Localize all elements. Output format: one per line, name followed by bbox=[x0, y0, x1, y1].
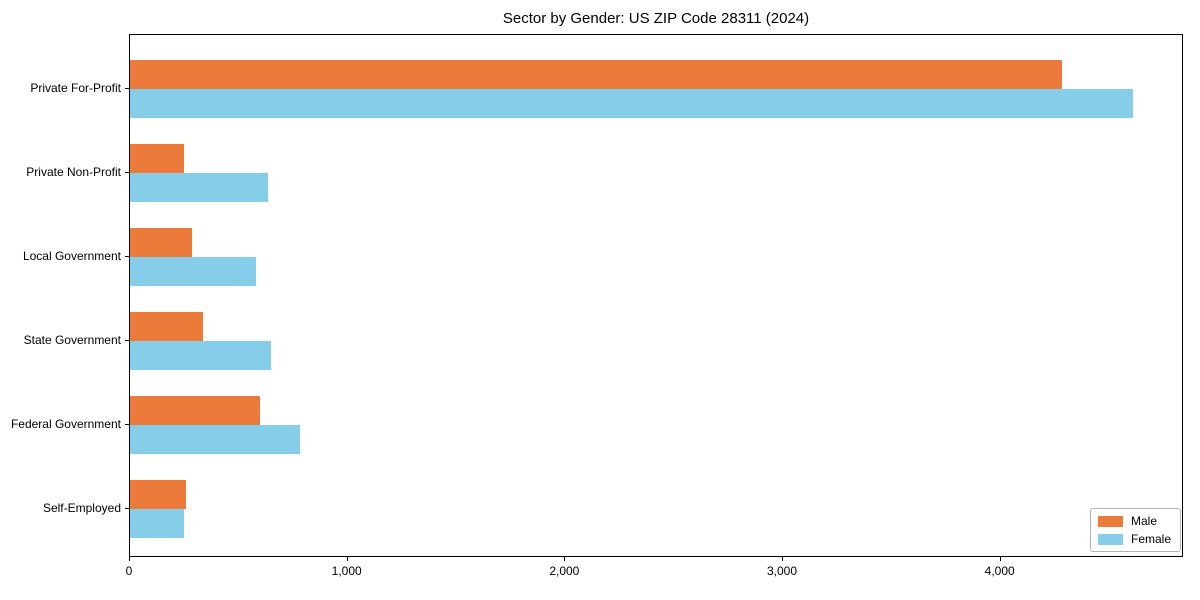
x-tick-mark bbox=[999, 557, 1001, 561]
bar-female bbox=[130, 425, 301, 454]
x-tick-label: 0 bbox=[125, 564, 133, 578]
chart-title: Sector by Gender: US ZIP Code 28311 (202… bbox=[502, 10, 810, 27]
y-tick-label: Local Government bbox=[22, 249, 121, 263]
bar-female bbox=[130, 257, 256, 286]
x-tick-label: 3,000 bbox=[766, 564, 798, 578]
bar-female bbox=[130, 89, 1134, 118]
bar-male bbox=[130, 60, 1062, 89]
bar-male bbox=[130, 480, 186, 509]
bar-male bbox=[130, 396, 260, 425]
x-tick-mark bbox=[564, 557, 566, 561]
bar-male bbox=[130, 312, 203, 341]
x-tick-label: 4,000 bbox=[984, 564, 1015, 578]
bar-male bbox=[130, 144, 184, 173]
bar-female bbox=[130, 173, 268, 202]
x-tick-mark bbox=[346, 557, 348, 561]
legend-swatch bbox=[1098, 515, 1123, 527]
plot-area bbox=[129, 34, 1183, 557]
legend-entry: Female bbox=[1098, 532, 1171, 546]
x-tick-mark bbox=[129, 557, 130, 561]
y-tick-label: State Government bbox=[23, 333, 121, 347]
y-tick-mark bbox=[125, 172, 129, 173]
legend-label: Male bbox=[1131, 514, 1158, 528]
x-tick-mark bbox=[782, 557, 783, 561]
legend-swatch bbox=[1098, 533, 1123, 545]
y-tick-mark bbox=[125, 88, 129, 89]
legend-label: Female bbox=[1131, 532, 1172, 546]
bar-female bbox=[130, 341, 272, 370]
y-tick-label: Private For-Profit bbox=[30, 81, 121, 95]
bar-male bbox=[130, 228, 192, 257]
y-tick-mark bbox=[125, 424, 129, 425]
legend-entry: Male bbox=[1098, 514, 1171, 528]
legend: Male Female bbox=[1090, 508, 1182, 552]
y-tick-label: Private Non-Profit bbox=[26, 165, 121, 179]
bar-female bbox=[130, 509, 184, 538]
y-axis-labels: Private For-Profit Private Non-Profit Loca… bbox=[0, 34, 121, 557]
x-tick-label: 1,000 bbox=[331, 564, 362, 578]
x-tick-label: 2,000 bbox=[549, 564, 580, 578]
y-tick-mark bbox=[125, 340, 129, 341]
x-axis: 0 1,000 2,000 3,000 4,000 bbox=[125, 557, 1183, 587]
y-tick-mark bbox=[125, 508, 129, 509]
y-tick-label: Federal Government bbox=[10, 417, 121, 431]
y-axis-ticks bbox=[125, 34, 129, 557]
y-tick-label: Self-Employed bbox=[42, 501, 121, 515]
y-tick-mark bbox=[125, 256, 129, 257]
